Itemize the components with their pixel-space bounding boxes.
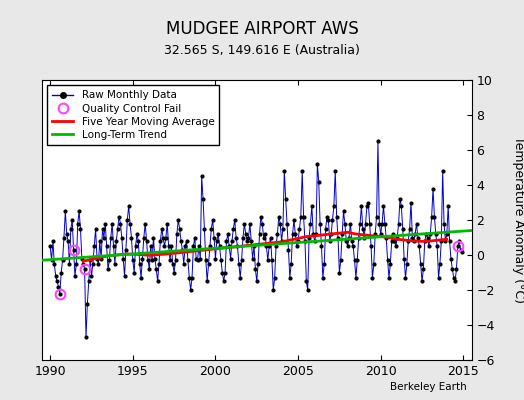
Text: 32.565 S, 149.616 E (Australia): 32.565 S, 149.616 E (Australia) bbox=[164, 44, 360, 57]
Legend: Raw Monthly Data, Quality Control Fail, Five Year Moving Average, Long-Term Tren: Raw Monthly Data, Quality Control Fail, … bbox=[47, 85, 220, 145]
Y-axis label: Temperature Anomaly (°C): Temperature Anomaly (°C) bbox=[511, 136, 524, 304]
Text: MUDGEE AIRPORT AWS: MUDGEE AIRPORT AWS bbox=[166, 20, 358, 38]
Text: Berkeley Earth: Berkeley Earth bbox=[390, 382, 466, 392]
